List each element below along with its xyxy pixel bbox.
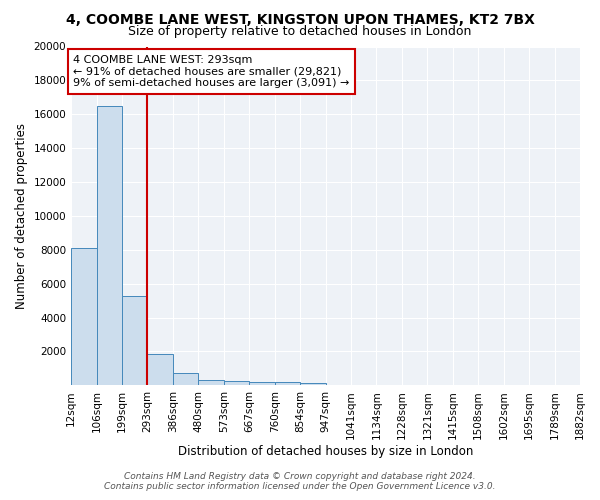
Bar	[97, 106, 122, 386]
Bar	[71, 248, 97, 386]
Text: 4, COOMBE LANE WEST, KINGSTON UPON THAMES, KT2 7BX: 4, COOMBE LANE WEST, KINGSTON UPON THAME…	[65, 12, 535, 26]
Y-axis label: Number of detached properties: Number of detached properties	[15, 123, 28, 309]
Bar	[148, 354, 173, 386]
Text: Size of property relative to detached houses in London: Size of property relative to detached ho…	[128, 25, 472, 38]
Bar	[199, 380, 224, 386]
Bar	[224, 381, 249, 386]
Bar	[249, 382, 275, 386]
Bar	[300, 383, 326, 386]
Text: 4 COOMBE LANE WEST: 293sqm
← 91% of detached houses are smaller (29,821)
9% of s: 4 COOMBE LANE WEST: 293sqm ← 91% of deta…	[73, 55, 350, 88]
Bar	[173, 374, 199, 386]
Bar	[122, 296, 148, 386]
Bar	[275, 382, 300, 386]
X-axis label: Distribution of detached houses by size in London: Distribution of detached houses by size …	[178, 444, 473, 458]
Text: Contains HM Land Registry data © Crown copyright and database right 2024.
Contai: Contains HM Land Registry data © Crown c…	[104, 472, 496, 491]
